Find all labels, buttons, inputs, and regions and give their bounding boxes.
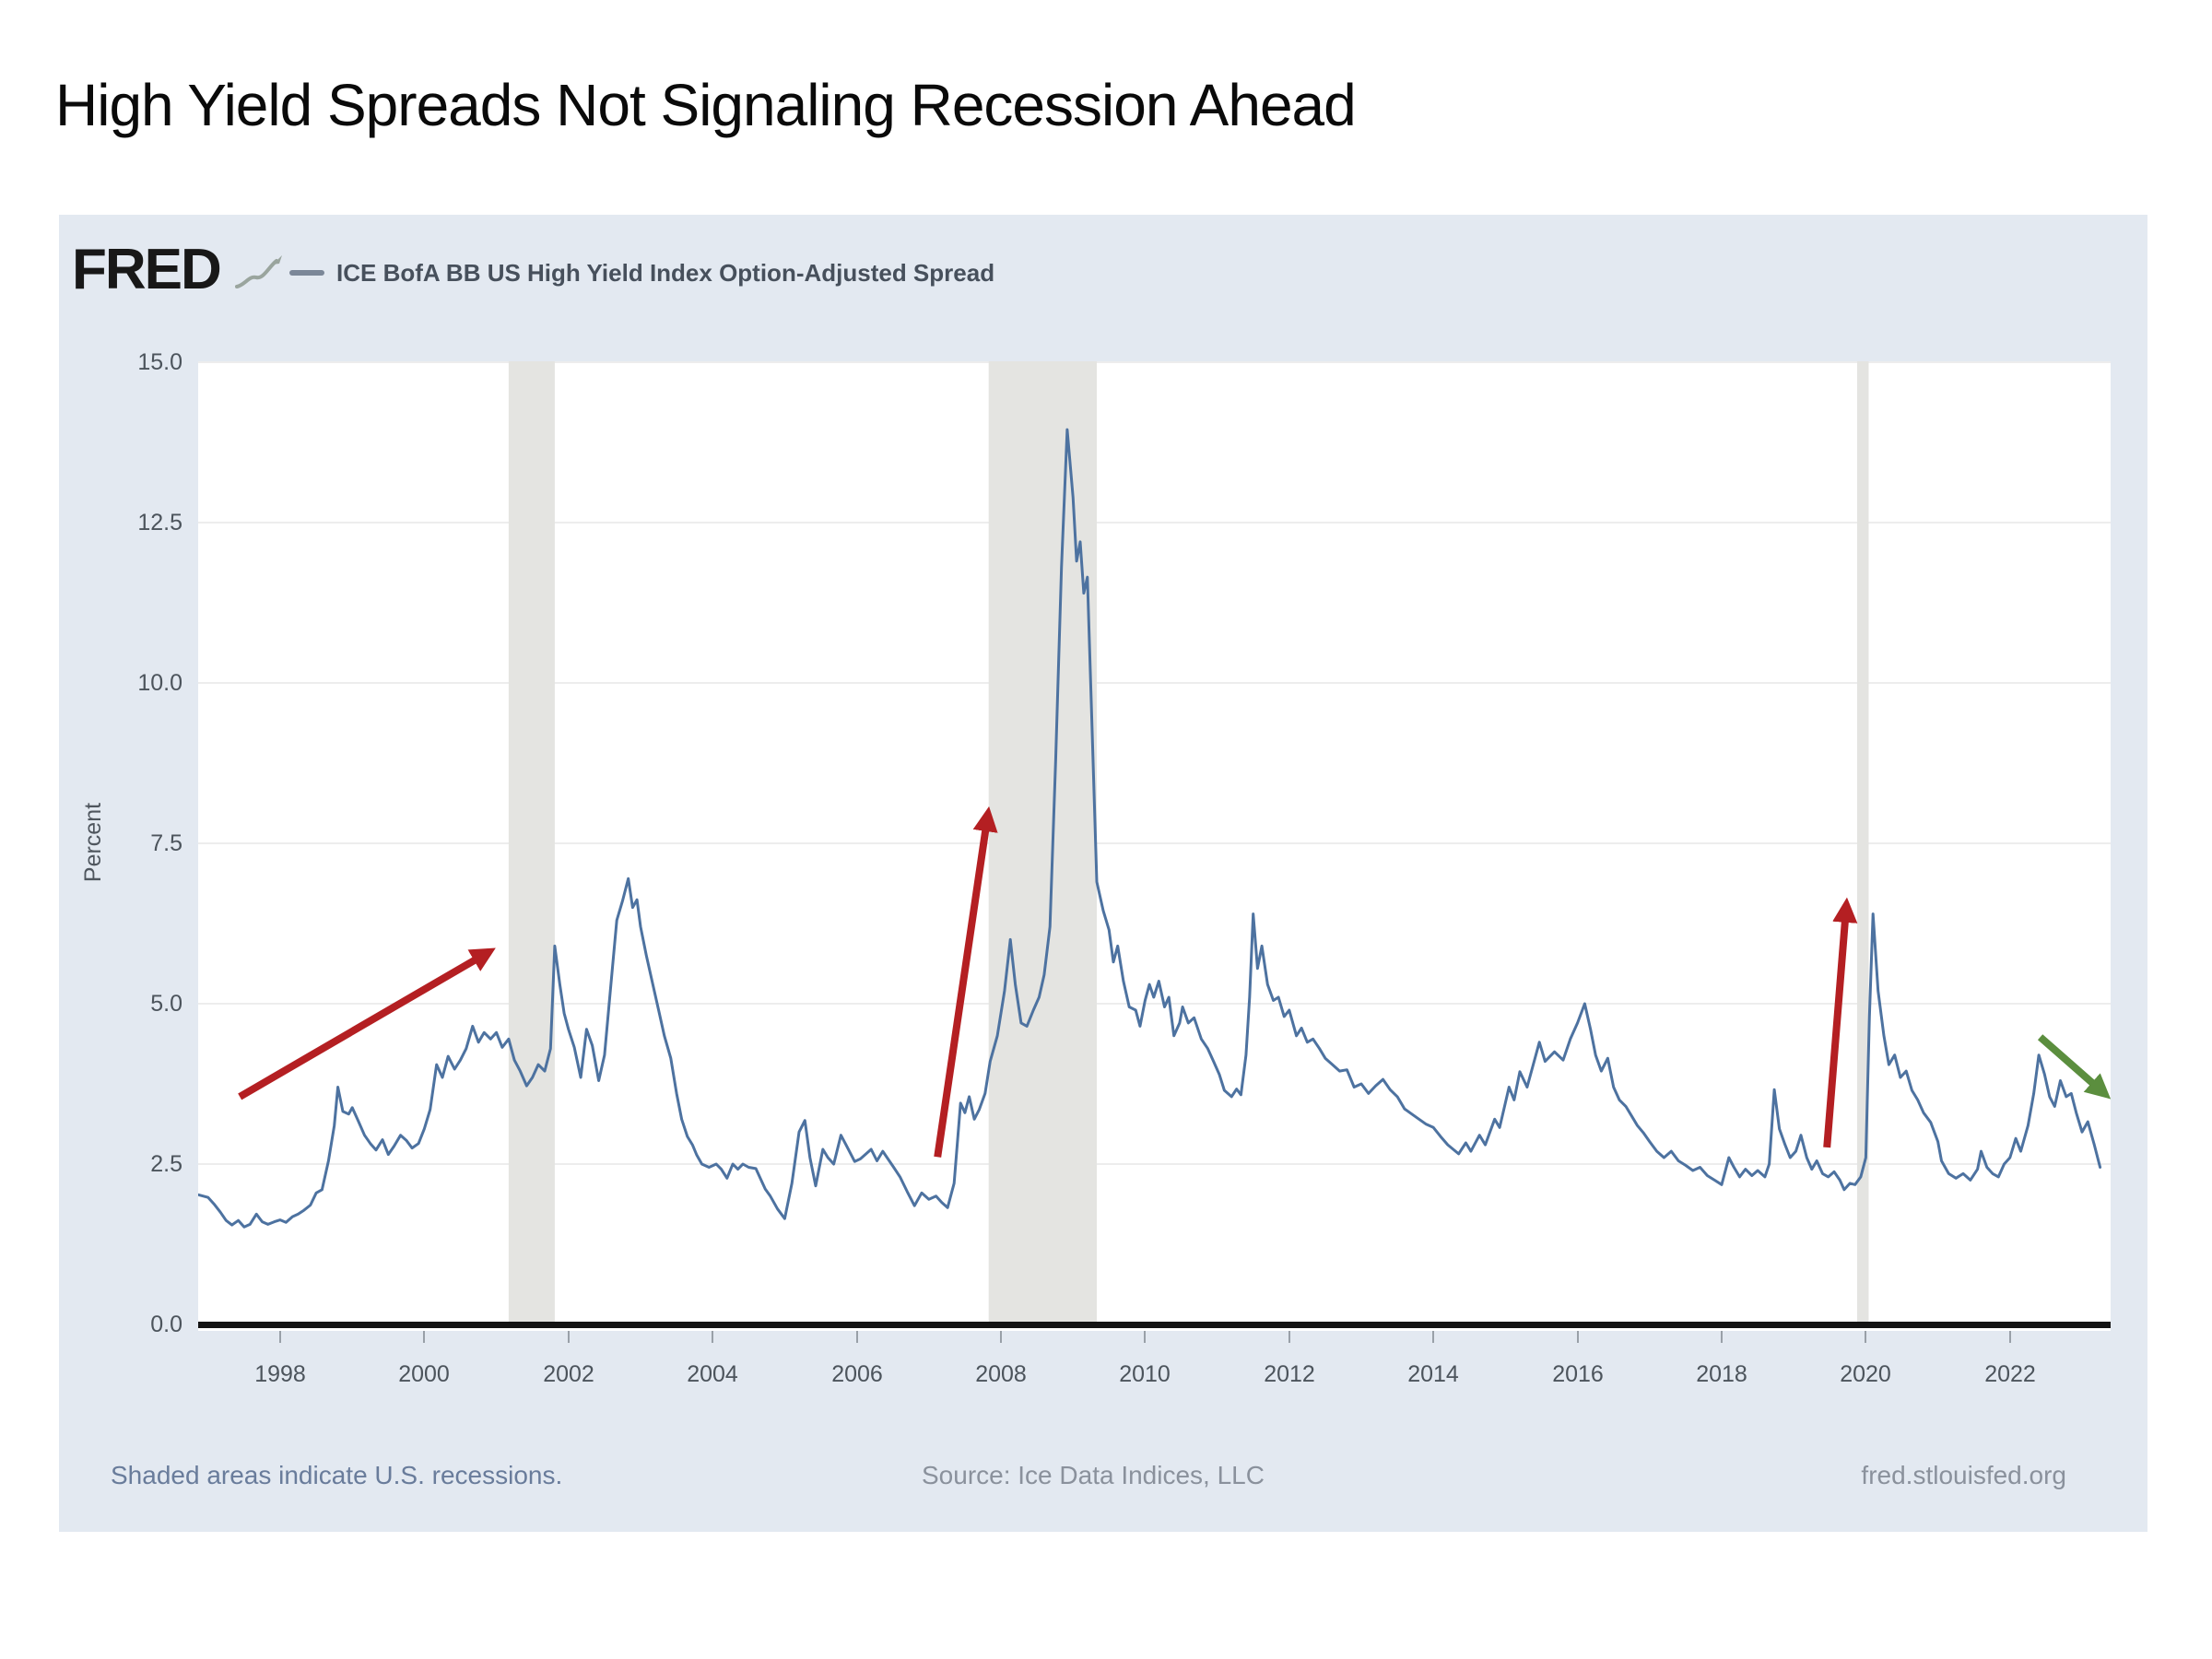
annotation-arrow [238, 947, 496, 1100]
y-tick-label: 12.5 [137, 510, 182, 535]
legend-label: ICE BofA BB US High Yield Index Option-A… [336, 258, 995, 287]
y-tick-label: 15.0 [137, 349, 182, 375]
x-tick-mark [856, 1331, 858, 1343]
x-axis-line [198, 1322, 2111, 1328]
x-tick-mark [1288, 1331, 1290, 1343]
annotation-arrow [2037, 1034, 2111, 1100]
x-tick-label: 2002 [543, 1361, 594, 1387]
recession-band [1857, 361, 1869, 1328]
x-tick-label: 2018 [1696, 1361, 1747, 1387]
x-tick-label: 1998 [254, 1361, 306, 1387]
recession-band [988, 361, 1097, 1328]
x-tick-mark [712, 1331, 713, 1343]
x-tick-label: 2000 [398, 1361, 450, 1387]
x-tick-mark [1000, 1331, 1002, 1343]
x-tick-mark [1865, 1331, 1866, 1343]
fred-logo-sprout-icon [235, 255, 282, 288]
fred-site-link: fred.stlouisfed.org [1861, 1461, 2066, 1489]
x-tick-mark [423, 1331, 425, 1343]
x-tick-mark [1577, 1331, 1579, 1343]
x-tick-mark [568, 1331, 570, 1343]
fred-logo: FRED [72, 238, 222, 301]
x-tick-label: 2022 [1984, 1361, 2036, 1387]
y-tick-label: 5.0 [150, 991, 182, 1017]
y-tick-label: 2.5 [150, 1151, 182, 1177]
x-tick-label: 2008 [975, 1361, 1027, 1387]
recession-note: Shaded areas indicate U.S. recessions. [111, 1461, 563, 1489]
recession-bands [508, 361, 1869, 1328]
plot-area [198, 361, 2111, 1331]
x-tick-label: 2016 [1552, 1361, 1604, 1387]
legend-line-swatch [289, 270, 324, 276]
series-line [198, 428, 2102, 1229]
annotation-arrow [1823, 897, 1858, 1148]
recession-band [508, 361, 555, 1328]
fred-chart-card: FRED ICE BofA BB US High Yield Index Opt… [59, 215, 2147, 1532]
annotation-arrows [238, 806, 2111, 1158]
x-tick-mark [1144, 1331, 1146, 1343]
x-tick-label: 2006 [831, 1361, 883, 1387]
annotation-arrow [934, 806, 998, 1158]
source-note: Source: Ice Data Indices, LLC [922, 1461, 1265, 1489]
x-tick-mark [1432, 1331, 1434, 1343]
page-title: High Yield Spreads Not Signaling Recessi… [55, 72, 1357, 138]
x-tick-label: 2010 [1119, 1361, 1171, 1387]
x-tick-mark [1721, 1331, 1723, 1343]
x-tick-label: 2004 [687, 1361, 738, 1387]
x-tick-mark [2009, 1331, 2011, 1343]
legend: ICE BofA BB US High Yield Index Option-A… [289, 255, 994, 290]
gridlines [198, 361, 2111, 1165]
x-tick-label: 2020 [1840, 1361, 1891, 1387]
y-tick-label: 0.0 [150, 1312, 182, 1337]
y-tick-label: 10.0 [137, 670, 182, 696]
x-tick-label: 2014 [1407, 1361, 1459, 1387]
x-tick-label: 2012 [1264, 1361, 1315, 1387]
y-tick-label: 7.5 [150, 830, 182, 856]
x-tick-mark [279, 1331, 281, 1343]
